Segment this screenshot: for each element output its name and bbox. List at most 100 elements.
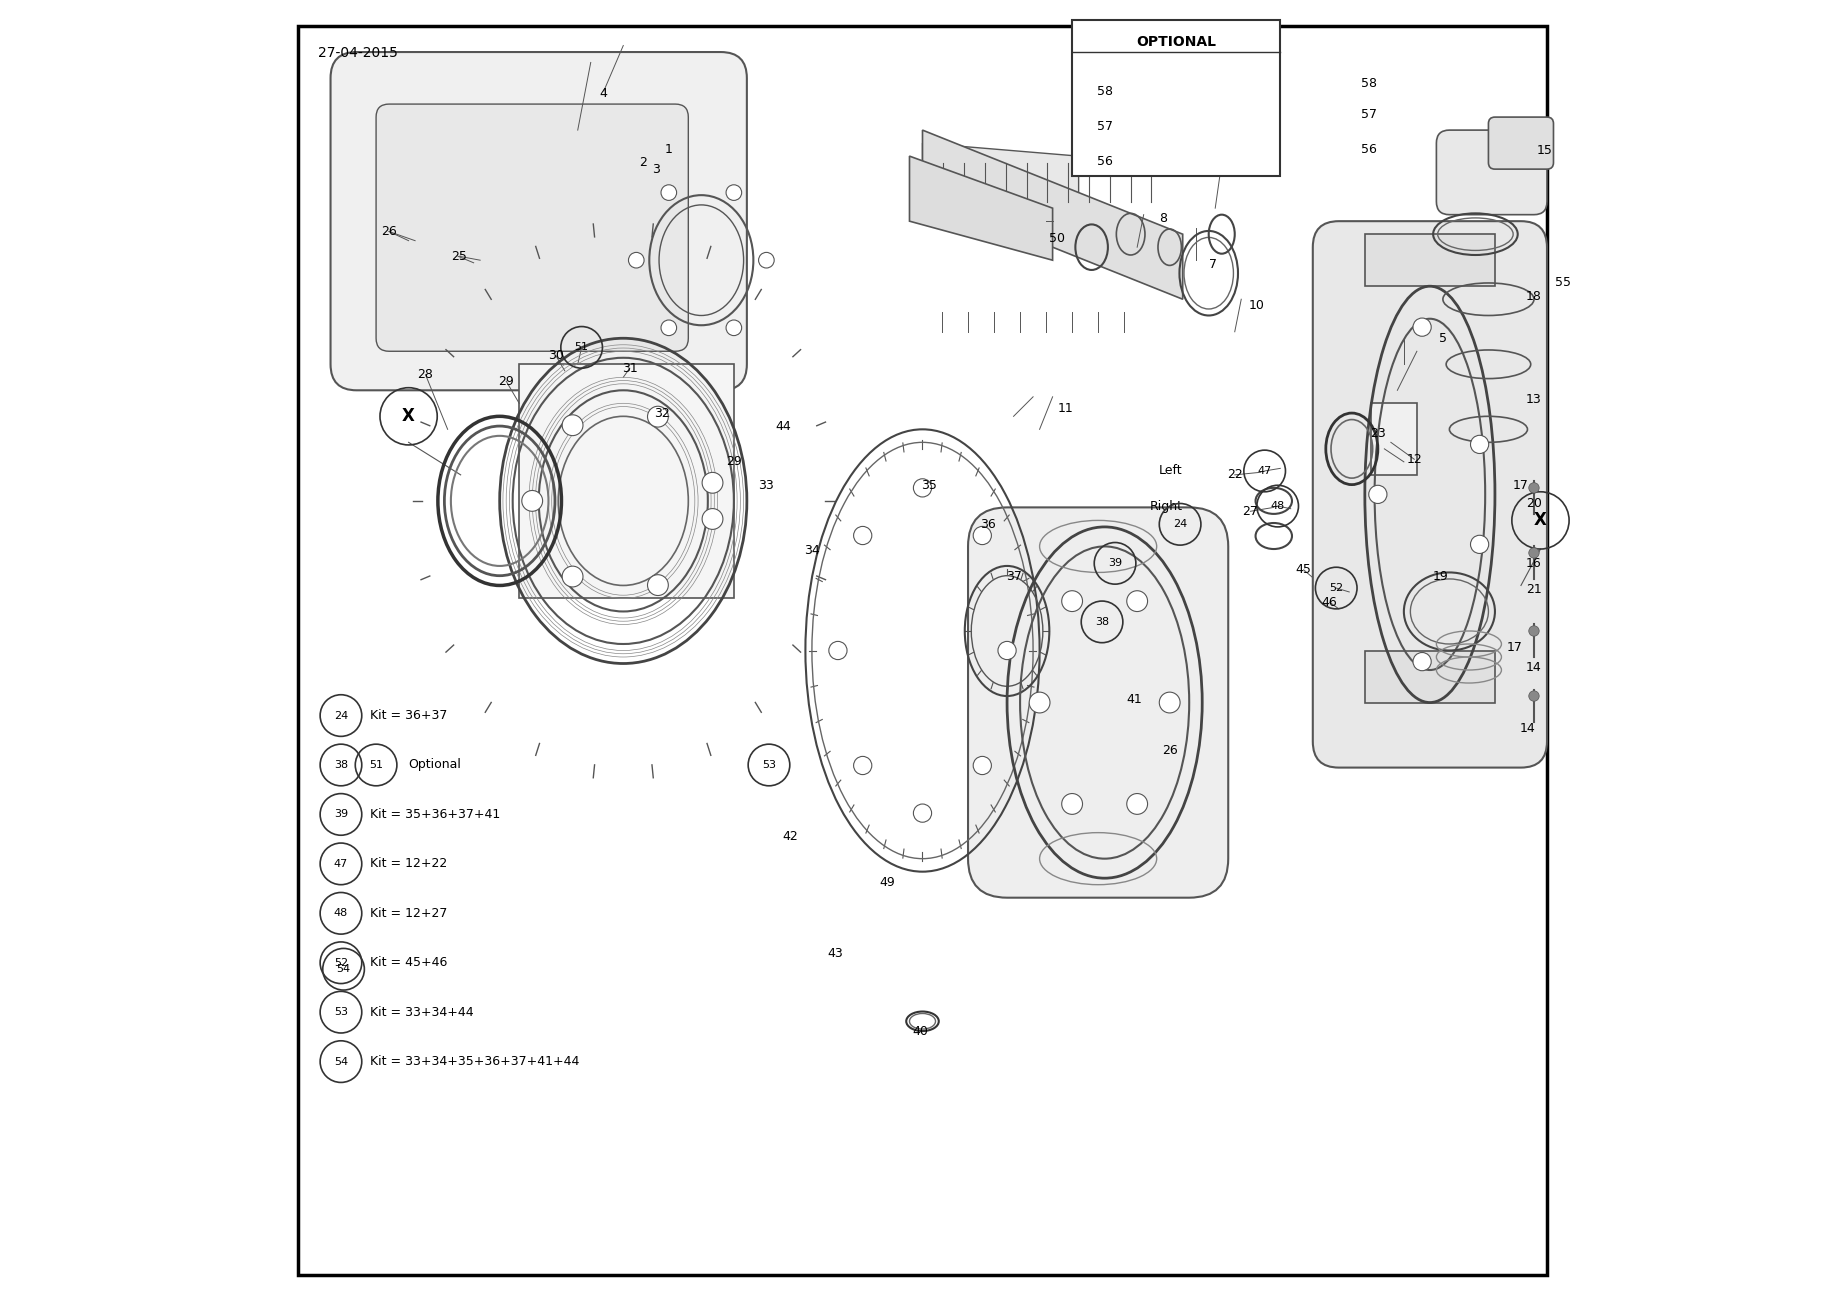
Text: 1: 1	[664, 143, 673, 156]
Circle shape	[629, 252, 644, 268]
Circle shape	[563, 415, 583, 436]
Text: 42: 42	[782, 830, 797, 843]
Text: 30: 30	[548, 349, 563, 362]
Text: 41: 41	[1127, 693, 1142, 706]
Polygon shape	[922, 130, 1183, 299]
Circle shape	[1030, 692, 1050, 713]
Text: 47: 47	[334, 859, 349, 869]
Text: Kit = 45+46: Kit = 45+46	[369, 956, 446, 969]
Text: X: X	[402, 407, 415, 425]
Polygon shape	[922, 143, 1079, 208]
Text: 29: 29	[725, 455, 742, 468]
Text: 43: 43	[827, 947, 843, 960]
Text: 7: 7	[1208, 258, 1216, 271]
Circle shape	[972, 527, 991, 545]
Text: 54: 54	[334, 1056, 349, 1067]
Circle shape	[1413, 653, 1432, 671]
Circle shape	[758, 252, 775, 268]
Text: 6: 6	[1255, 159, 1262, 172]
Circle shape	[563, 566, 583, 587]
FancyBboxPatch shape	[1489, 117, 1553, 169]
Circle shape	[913, 479, 932, 497]
Circle shape	[1530, 626, 1539, 636]
Text: Kit = 33+34+44: Kit = 33+34+44	[369, 1006, 472, 1019]
Text: 13: 13	[1526, 393, 1542, 406]
Text: 53: 53	[762, 760, 777, 770]
Text: 9: 9	[1103, 114, 1111, 127]
Text: 52: 52	[1328, 583, 1343, 593]
Text: Kit = 12+22: Kit = 12+22	[369, 857, 446, 870]
Circle shape	[854, 527, 873, 545]
FancyBboxPatch shape	[1365, 234, 1494, 286]
Text: 36: 36	[980, 518, 996, 531]
Text: 53: 53	[334, 1007, 349, 1017]
Text: 24: 24	[334, 710, 349, 721]
Text: 44: 44	[775, 420, 792, 433]
Text: 25: 25	[452, 250, 467, 263]
Text: 58: 58	[1096, 85, 1113, 98]
Text: 17: 17	[1507, 641, 1522, 654]
Text: 31: 31	[622, 362, 638, 375]
Text: 49: 49	[880, 876, 895, 889]
FancyBboxPatch shape	[518, 364, 734, 598]
Text: 3: 3	[651, 163, 661, 176]
Circle shape	[1530, 691, 1539, 701]
Text: 46: 46	[1321, 596, 1338, 609]
Text: 38: 38	[334, 760, 349, 770]
FancyBboxPatch shape	[1365, 650, 1494, 703]
Circle shape	[522, 490, 542, 511]
Circle shape	[854, 756, 873, 774]
Circle shape	[648, 406, 668, 427]
Text: Left: Left	[1159, 464, 1183, 477]
Text: Kit = 33+34+35+36+37+41+44: Kit = 33+34+35+36+37+41+44	[369, 1055, 579, 1068]
Circle shape	[727, 185, 742, 200]
Text: 54: 54	[336, 964, 351, 974]
Text: Optional: Optional	[408, 758, 461, 771]
Text: 12: 12	[1406, 453, 1422, 466]
Circle shape	[1470, 436, 1489, 454]
Circle shape	[1061, 591, 1083, 611]
FancyBboxPatch shape	[1314, 221, 1546, 768]
Text: 57: 57	[1096, 120, 1113, 133]
FancyBboxPatch shape	[969, 507, 1229, 898]
Text: 38: 38	[1094, 617, 1109, 627]
Text: 56: 56	[1362, 143, 1376, 156]
Text: 35: 35	[921, 479, 937, 492]
Circle shape	[703, 472, 723, 493]
Text: 47: 47	[1258, 466, 1271, 476]
Text: 4: 4	[600, 87, 607, 100]
Text: 58: 58	[1362, 77, 1376, 90]
Circle shape	[828, 641, 847, 660]
Text: 39: 39	[334, 809, 349, 820]
Text: 29: 29	[498, 375, 515, 388]
Circle shape	[1127, 591, 1148, 611]
Text: 23: 23	[1371, 427, 1386, 440]
Text: 51: 51	[574, 342, 589, 353]
Text: 16: 16	[1526, 557, 1542, 570]
Text: 27: 27	[1242, 505, 1258, 518]
Text: 50: 50	[1048, 232, 1065, 245]
Circle shape	[1530, 548, 1539, 558]
Circle shape	[727, 320, 742, 336]
Circle shape	[1413, 317, 1432, 336]
Text: 57: 57	[1362, 108, 1376, 121]
Text: 28: 28	[417, 368, 434, 381]
Text: 22: 22	[1227, 468, 1244, 481]
Circle shape	[1530, 483, 1539, 493]
Text: 52: 52	[334, 958, 349, 968]
Text: 14: 14	[1526, 661, 1542, 674]
Text: 26: 26	[382, 225, 397, 238]
Circle shape	[1159, 692, 1181, 713]
Text: 39: 39	[1109, 558, 1122, 569]
Circle shape	[1470, 535, 1489, 553]
Text: 17: 17	[1513, 479, 1530, 492]
Text: Kit = 35+36+37+41: Kit = 35+36+37+41	[369, 808, 500, 821]
Text: 24: 24	[1173, 519, 1186, 530]
Text: 5: 5	[1439, 332, 1446, 345]
Polygon shape	[910, 156, 1053, 260]
Text: 8: 8	[1159, 212, 1168, 225]
Circle shape	[648, 575, 668, 596]
Circle shape	[661, 185, 677, 200]
Text: X: X	[1533, 511, 1546, 530]
Text: 21: 21	[1526, 583, 1542, 596]
